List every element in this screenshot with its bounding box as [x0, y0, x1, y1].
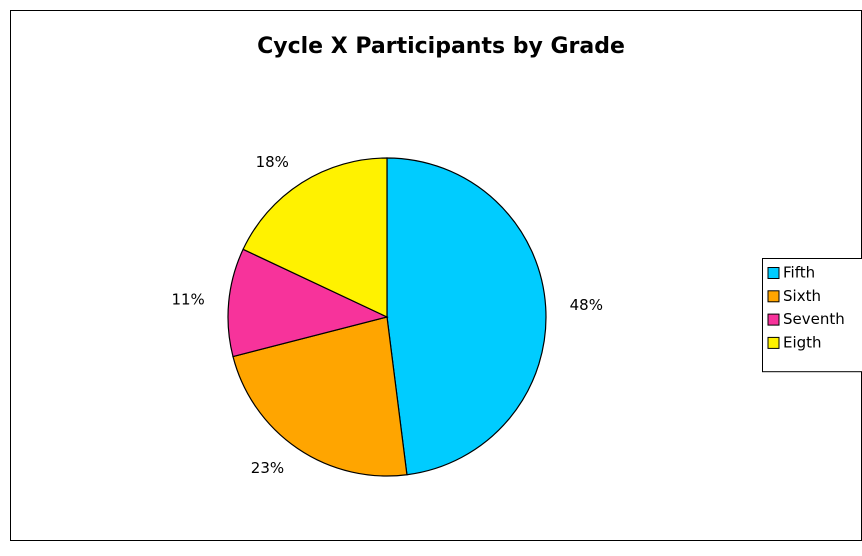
legend-swatch: [768, 314, 779, 325]
legend-swatch: [768, 337, 779, 348]
data-label: 18%: [256, 153, 289, 171]
data-label: 48%: [570, 296, 603, 314]
data-label: 23%: [251, 459, 284, 477]
legend-label: Seventh: [783, 310, 845, 328]
legend-swatch: [768, 291, 779, 302]
legend-swatch: [768, 268, 779, 279]
legend-label: Eigth: [783, 333, 822, 351]
legend-label: Sixth: [783, 287, 821, 305]
chart-title: Cycle X Participants by Grade: [257, 34, 625, 59]
data-label: 11%: [171, 290, 204, 308]
legend-label: Fifth: [783, 264, 815, 282]
